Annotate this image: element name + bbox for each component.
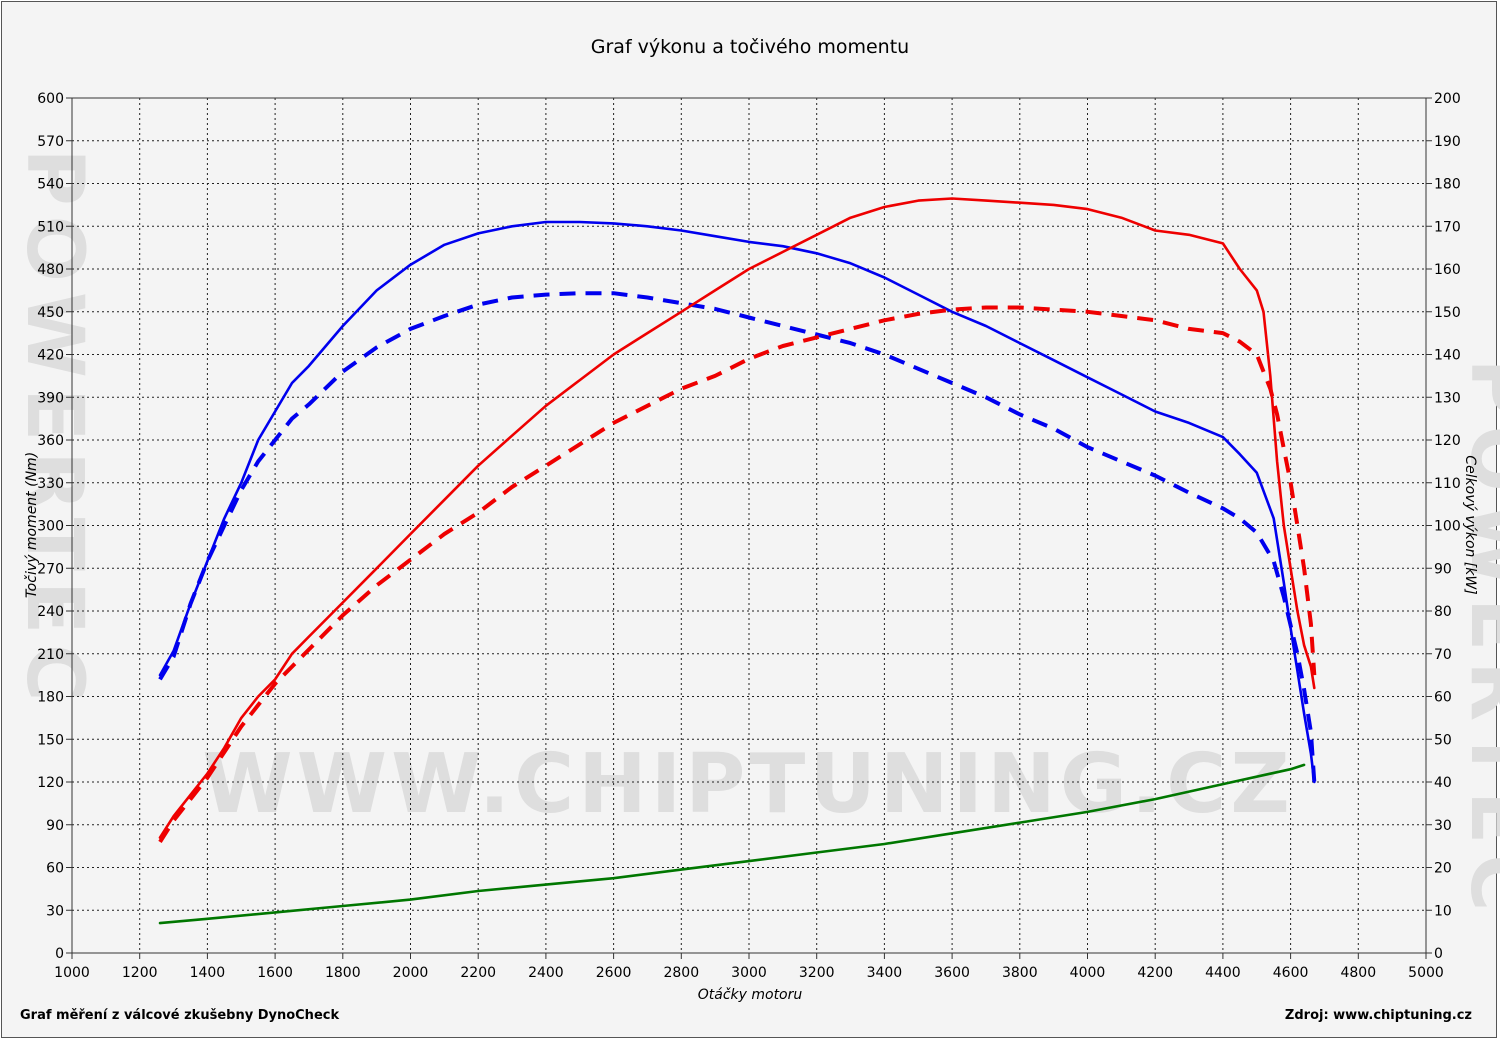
x-tick-label: 4600 bbox=[1273, 965, 1309, 981]
y-right-tick-label: 60 bbox=[1434, 690, 1452, 706]
y-left-tick-label: 240 bbox=[37, 604, 64, 620]
y-right-tick-label: 70 bbox=[1434, 647, 1452, 663]
y-left-tick-label: 0 bbox=[55, 946, 64, 962]
x-tick-label: 1800 bbox=[325, 965, 361, 981]
y-left-tick-label: 480 bbox=[37, 262, 64, 278]
y-left-tick-label: 300 bbox=[37, 519, 64, 535]
x-tick-label: 1200 bbox=[122, 965, 158, 981]
y-right-tick-label: 200 bbox=[1434, 91, 1461, 107]
x-tick-label: 3200 bbox=[799, 965, 835, 981]
chart-title: Graf výkonu a točivého momentu bbox=[591, 36, 909, 58]
y-right-tick-label: 0 bbox=[1434, 946, 1443, 962]
y-right-tick-label: 120 bbox=[1434, 433, 1461, 449]
x-tick-label: 2600 bbox=[596, 965, 632, 981]
x-tick-label: 4400 bbox=[1205, 965, 1241, 981]
y-right-tick-label: 50 bbox=[1434, 732, 1452, 748]
y-right-tick-label: 130 bbox=[1434, 390, 1461, 406]
y-left-tick-label: 570 bbox=[37, 134, 64, 150]
x-tick-label: 2200 bbox=[460, 965, 496, 981]
y-left-tick-label: 180 bbox=[37, 690, 64, 706]
y-right-tick-label: 140 bbox=[1434, 348, 1461, 364]
series-line-4 bbox=[158, 305, 1317, 843]
watermark-url: WWW.CHIPTUNING.CZ bbox=[202, 737, 1294, 832]
y-left-tick-label: 330 bbox=[37, 476, 64, 492]
x-axis-label: Otáčky motoru bbox=[698, 987, 803, 1003]
y-right-tick-label: 110 bbox=[1434, 476, 1461, 492]
y-right-tick-label: 100 bbox=[1434, 519, 1461, 535]
y-left-tick-label: 420 bbox=[37, 348, 64, 364]
x-tick-label: 4200 bbox=[1137, 965, 1173, 981]
series-line-2 bbox=[158, 291, 1317, 783]
y-left-tick-label: 360 bbox=[37, 433, 64, 449]
x-tick-label: 4000 bbox=[1070, 965, 1106, 981]
watermark-layer: WWW.CHIPTUNING.CZ POWERTEC POWERTEC bbox=[9, 148, 1500, 921]
series-line-1 bbox=[158, 220, 1316, 784]
x-tick-label: 3600 bbox=[934, 965, 970, 981]
x-tick-label: 2400 bbox=[528, 965, 564, 981]
y-right-tick-label: 190 bbox=[1434, 134, 1461, 150]
series bbox=[158, 197, 1317, 925]
watermark-side-right: POWERTEC bbox=[1453, 358, 1500, 921]
y-right-tick-label: 90 bbox=[1434, 561, 1452, 577]
y-left-tick-label: 450 bbox=[37, 305, 64, 321]
y-left-tick-label: 90 bbox=[46, 818, 64, 834]
y-right-tick-label: 150 bbox=[1434, 305, 1461, 321]
y-left-tick-label: 540 bbox=[37, 177, 64, 193]
y-right-tick-label: 40 bbox=[1434, 775, 1452, 791]
y-right-tick-label: 170 bbox=[1434, 219, 1461, 235]
x-tick-label: 1000 bbox=[54, 965, 90, 981]
x-tick-label: 5000 bbox=[1408, 965, 1444, 981]
grid bbox=[72, 98, 1426, 953]
series-line-3 bbox=[158, 197, 1316, 839]
x-tick-label: 4800 bbox=[1340, 965, 1376, 981]
y-right-tick-label: 20 bbox=[1434, 861, 1452, 877]
y-left-tick-label: 120 bbox=[37, 775, 64, 791]
x-tick-label: 3400 bbox=[867, 965, 903, 981]
y-left-tick-label: 510 bbox=[37, 219, 64, 235]
footer-source-right: Zdroj: www.chiptuning.cz bbox=[1285, 1008, 1472, 1023]
x-tick-label: 2000 bbox=[393, 965, 429, 981]
y-right-tick-label: 10 bbox=[1434, 903, 1452, 919]
x-tick-label: 1400 bbox=[190, 965, 226, 981]
y-right-tick-label: 180 bbox=[1434, 177, 1461, 193]
y-left-tick-label: 390 bbox=[37, 390, 64, 406]
y-axis-right-label: Celkový výkon [kW] bbox=[1462, 455, 1478, 594]
y-right-tick-label: 160 bbox=[1434, 262, 1461, 278]
y-left-tick-label: 600 bbox=[37, 91, 64, 107]
series-line-5 bbox=[158, 763, 1306, 925]
y-right-tick-label: 80 bbox=[1434, 604, 1452, 620]
y-left-tick-label: 60 bbox=[46, 861, 64, 877]
y-left-tick-label: 270 bbox=[37, 561, 64, 577]
x-tick-label: 3800 bbox=[1002, 965, 1038, 981]
footer-source-left: Graf měření z válcové zkušebny DynoCheck bbox=[20, 1008, 339, 1023]
y-right-tick-label: 30 bbox=[1434, 818, 1452, 834]
y-left-tick-label: 150 bbox=[37, 732, 64, 748]
x-tick-label: 3000 bbox=[731, 965, 767, 981]
x-tick-label: 1600 bbox=[257, 965, 293, 981]
y-left-tick-label: 30 bbox=[46, 903, 64, 919]
x-tick-label: 2800 bbox=[663, 965, 699, 981]
y-axis-left-label: Točivý moment (Nm) bbox=[24, 452, 40, 598]
axes: 1000 1200 1400 1600 1800 2000 2200 2400 2600 2800… bbox=[37, 91, 1460, 981]
watermark-side-left: POWERTEC bbox=[9, 148, 99, 711]
y-left-tick-label: 210 bbox=[37, 647, 64, 663]
